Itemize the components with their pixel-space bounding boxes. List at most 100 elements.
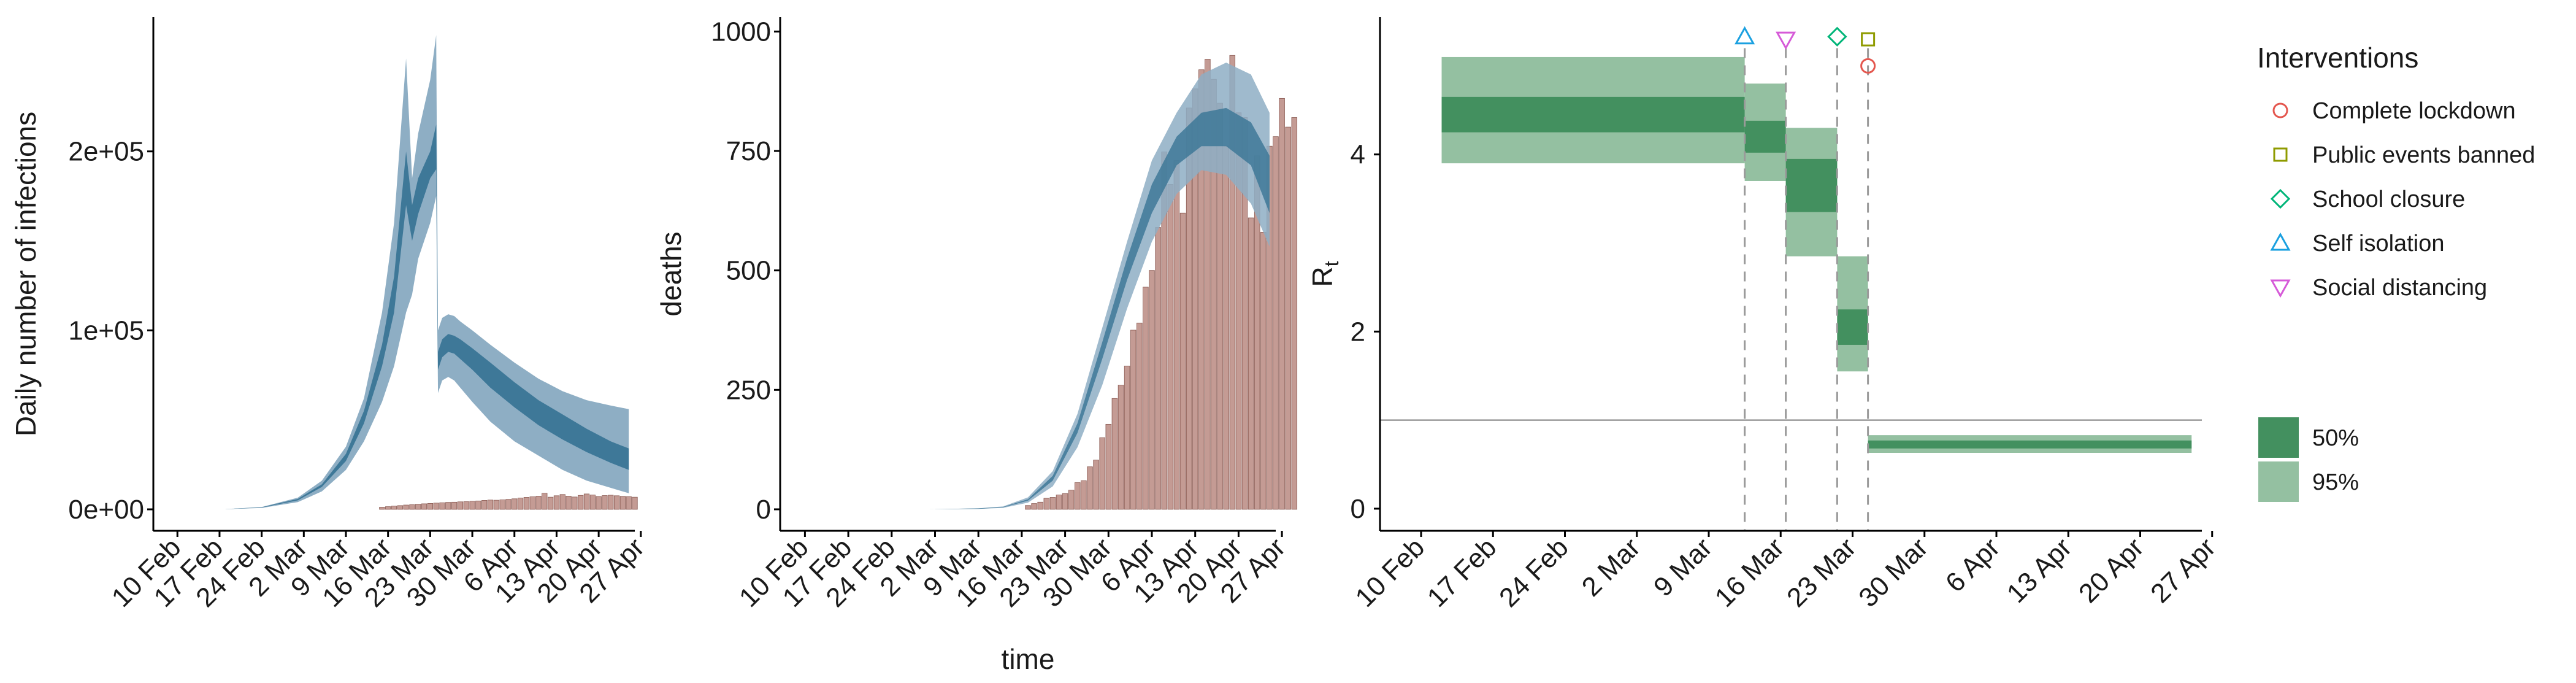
death-bar	[1111, 398, 1118, 510]
death-bar	[1043, 498, 1050, 510]
death-bar	[1099, 437, 1105, 510]
death-bar	[1229, 55, 1236, 510]
infection-bar	[583, 493, 590, 510]
death-bar	[1056, 495, 1062, 510]
x-tick-label: 10 Feb	[1350, 532, 1431, 613]
infection-bar	[379, 507, 385, 510]
rt-band-50	[1785, 158, 1838, 212]
legend: Interventions Complete lockdown Public eve…	[2257, 42, 2535, 502]
infection-bar	[559, 494, 565, 510]
x-axis-title: time	[1002, 643, 1055, 675]
rt-band-50	[1744, 120, 1786, 153]
legend-key-triangle-down	[2270, 279, 2291, 298]
y-tick-label: 2	[1351, 317, 1365, 347]
death-bar	[1149, 270, 1155, 510]
legend-label: Social distancing	[2312, 275, 2487, 301]
death-bar	[1137, 322, 1143, 510]
legend-ribbon-swatch	[2258, 461, 2299, 502]
death-bar	[1155, 227, 1161, 510]
death-bar	[1025, 505, 1031, 510]
infection-bar	[608, 495, 614, 510]
death-bar	[1223, 145, 1229, 510]
infection-bar	[505, 499, 512, 510]
death-bar	[1285, 126, 1291, 510]
infections-ribbon-50	[225, 125, 629, 509]
death-bar	[1173, 160, 1180, 510]
infection-bar	[548, 496, 554, 510]
y-tick-label: 1000	[711, 17, 771, 47]
legend-label: 50%	[2312, 425, 2359, 451]
death-bar	[1049, 497, 1056, 510]
infection-bar	[397, 505, 403, 510]
infection-bar	[493, 500, 499, 510]
legend-label: Public events banned	[2312, 142, 2535, 168]
infections-ribbon-95	[225, 35, 629, 509]
y-axis-title-subscript: t	[1321, 261, 1343, 266]
death-bar	[1117, 385, 1124, 510]
death-bar	[1124, 365, 1130, 510]
infection-bar	[535, 496, 542, 510]
infection-bar	[463, 501, 469, 510]
infection-bar	[553, 495, 560, 510]
infection-bar	[596, 496, 602, 510]
infection-bar	[415, 504, 421, 510]
infection-bar	[542, 493, 548, 510]
legend-key-triangle-up	[2270, 232, 2291, 251]
death-bar	[1081, 480, 1087, 510]
death-bar	[1279, 98, 1285, 510]
y-axis-title: Rt	[1306, 261, 1343, 287]
infection-bar	[481, 500, 488, 510]
infection-bar	[529, 496, 535, 510]
infection-bar	[391, 506, 397, 510]
death-bar	[1062, 493, 1068, 510]
death-bar	[1068, 490, 1075, 510]
x-tick-label: 24 Feb	[1493, 532, 1574, 613]
y-tick-label: 0e+00	[68, 495, 144, 525]
y-tick-label: 1e+05	[68, 315, 144, 345]
legend-label: Self isolation	[2312, 231, 2444, 257]
x-tick-label: 16 Mar	[1709, 532, 1790, 612]
y-tick-label: 0	[756, 495, 771, 525]
legend-label: Complete lockdown	[2312, 98, 2516, 124]
legend-ribbon-swatch	[2258, 417, 2299, 458]
infection-bar	[403, 504, 409, 510]
y-tick-label: 2e+05	[68, 137, 144, 167]
infection-bar	[517, 498, 524, 510]
y-tick-label: 250	[726, 375, 771, 405]
death-bar	[1179, 212, 1186, 510]
intervention-marker	[1735, 26, 1755, 45]
intervention-marker	[1776, 31, 1796, 50]
infection-bar	[523, 497, 529, 510]
death-bar	[1248, 217, 1254, 510]
infection-bar	[451, 501, 458, 510]
death-bar	[1087, 466, 1093, 510]
infection-bar	[632, 496, 638, 510]
legend-key-circle	[2272, 102, 2288, 118]
infection-bar	[613, 495, 620, 510]
infection-bar	[421, 503, 427, 510]
death-bar	[1075, 482, 1081, 510]
y-tick-label: 500	[726, 256, 771, 286]
infection-bar	[602, 495, 608, 510]
infection-bar	[626, 496, 632, 510]
death-bar	[1105, 423, 1112, 510]
intervention-marker	[1827, 26, 1847, 47]
infection-bar	[385, 506, 391, 510]
x-tick-label: 20 Apr	[2073, 532, 2150, 609]
intervention-marker	[1861, 32, 1876, 47]
death-bar	[1273, 136, 1279, 510]
legend-key-diamond	[2270, 188, 2291, 209]
death-bar	[1260, 231, 1267, 510]
infection-bar	[427, 503, 433, 510]
intervention-marker	[1860, 58, 1876, 74]
x-tick-label: 30 Mar	[1853, 532, 1933, 612]
infection-bar	[469, 501, 475, 510]
death-bar	[1031, 503, 1037, 510]
infection-bar	[572, 496, 578, 510]
death-bar	[1037, 501, 1043, 510]
infection-bar	[445, 502, 451, 510]
y-tick-label: 4	[1351, 140, 1365, 170]
